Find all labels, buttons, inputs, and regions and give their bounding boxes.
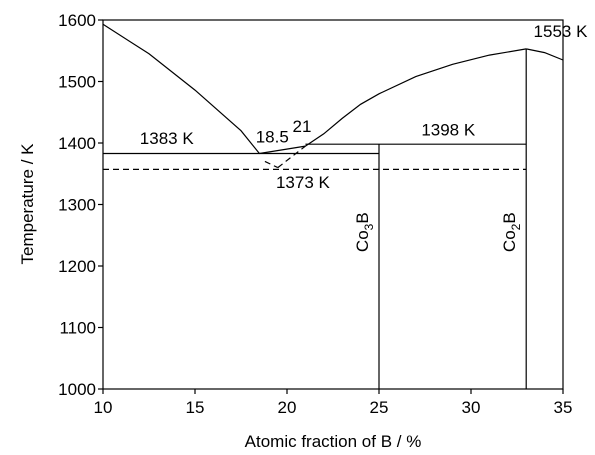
annotation-label: 1383 K (140, 129, 195, 148)
annotation-label: 18.5 (256, 127, 289, 146)
y-tick-label: 1500 (58, 73, 96, 92)
annotation-label: 1373 K (276, 173, 331, 192)
series-line-4 (526, 48, 564, 61)
plot-layer (102, 23, 564, 389)
annotation-label: 1398 K (421, 121, 476, 140)
x-tick-label: 15 (186, 398, 205, 417)
annotation-label: 21 (293, 117, 312, 136)
y-tick-label: 1100 (59, 319, 96, 338)
series-line-1 (102, 23, 260, 154)
plot-frame (102, 19, 564, 390)
x-tick-label: 25 (370, 398, 389, 417)
axis-layer: 10 15 20 25 30 35 1000 1100 1200 1300 1400 1500 1600 (58, 11, 572, 417)
phase-label: Co2B (500, 212, 523, 252)
x-tick-label: 35 (554, 398, 573, 417)
y-tick-label: 1200 (58, 257, 96, 276)
annotation-layer: 1383 K 18.521 1373 K 1398 K 1553 K Co3B Co2B (140, 22, 588, 252)
annotation-label: 1553 K (534, 22, 589, 41)
series-line-10 (264, 160, 279, 169)
y-tick-label: 1000 (58, 380, 96, 399)
x-tick-label: 10 (94, 398, 113, 417)
series-line-3 (305, 48, 527, 147)
y-tick-label: 1300 (58, 196, 96, 215)
y-axis-label: Temperature / K (18, 143, 37, 265)
x-axis-label: Atomic fraction of B / % (245, 432, 422, 451)
y-tick-label: 1400 (58, 134, 96, 153)
phase-label: Co3B (353, 212, 376, 252)
series-line-11 (277, 145, 306, 169)
y-tick-label: 1600 (58, 11, 96, 30)
series-line-2 (259, 145, 306, 155)
x-tick-label: 20 (278, 398, 297, 417)
x-tick-label: 30 (462, 398, 481, 417)
